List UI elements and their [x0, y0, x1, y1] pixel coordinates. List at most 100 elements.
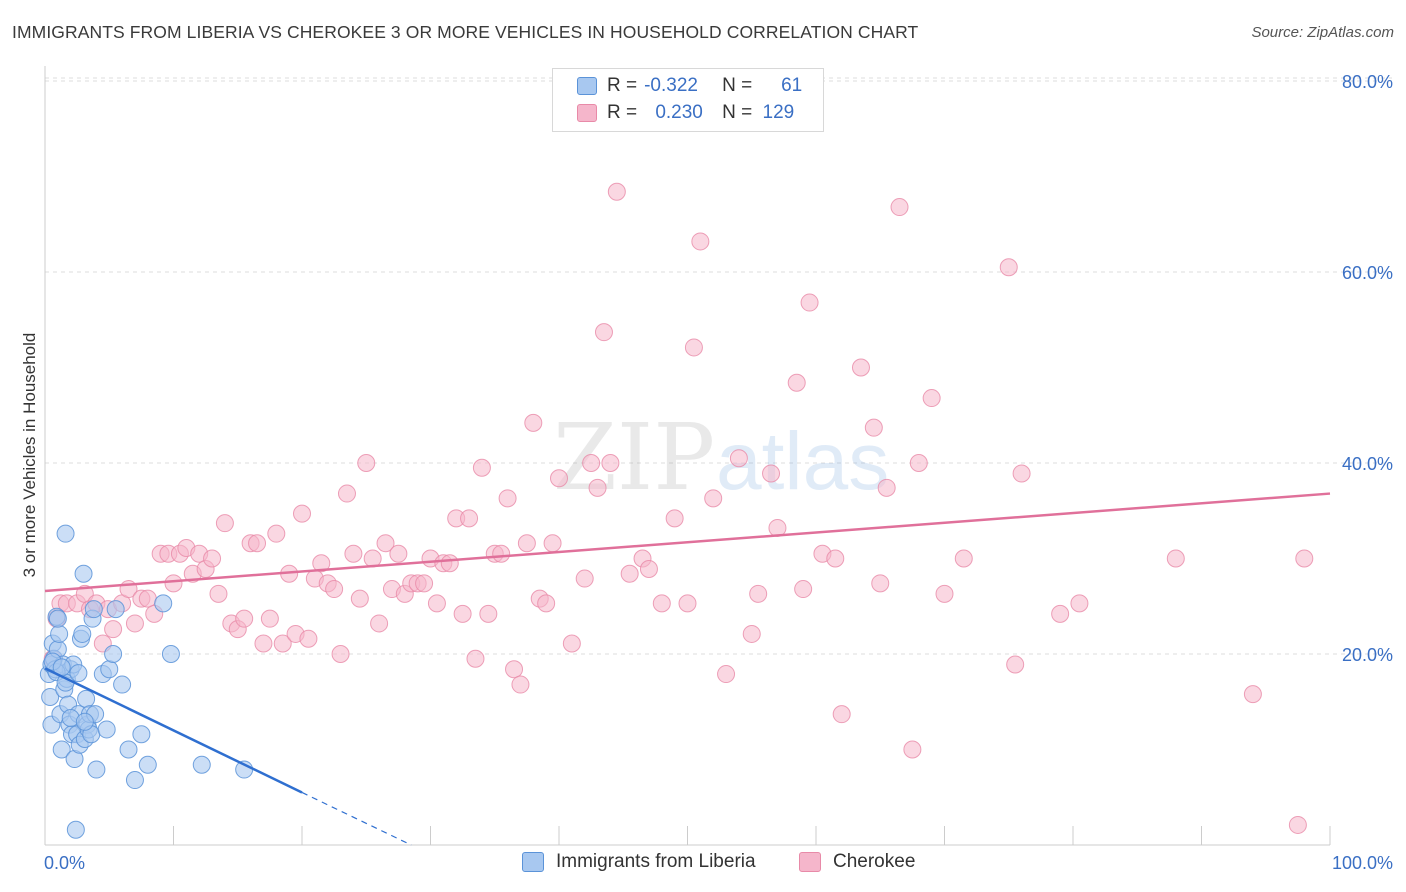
liberia-point: [154, 594, 173, 613]
cherokee-point: [704, 489, 723, 508]
cherokee-point: [594, 323, 613, 342]
cherokee-point: [472, 458, 491, 477]
liberia-point: [77, 689, 96, 708]
y-tick-label: 60.0%: [1342, 263, 1393, 283]
liberia-point: [73, 624, 92, 643]
cherokee-point: [601, 454, 620, 472]
cherokee-point: [1288, 815, 1307, 834]
liberia-point: [74, 564, 93, 583]
cherokee-point: [138, 589, 157, 608]
cherokee-point: [543, 534, 562, 553]
liberia-point: [52, 740, 71, 759]
cherokee-point: [344, 544, 363, 563]
cherokee-point: [794, 580, 813, 599]
liberia-point: [66, 820, 85, 839]
cherokee-point: [427, 594, 446, 613]
legend-r-value: -0.322: [644, 75, 698, 96]
cherokee-point: [639, 560, 658, 579]
y-axis-label: 3 or more Vehicles in Household: [20, 333, 39, 578]
cherokee-point: [684, 338, 703, 357]
cherokee-point: [1166, 549, 1185, 568]
liberia-point: [41, 687, 60, 706]
watermark-zip: ZIP: [553, 404, 715, 511]
cherokee-point: [903, 740, 922, 759]
x-tick-label-min: 0.0%: [44, 853, 85, 873]
cherokee-point: [492, 544, 511, 563]
cherokee-point: [164, 574, 183, 593]
cherokee-point: [877, 478, 896, 497]
legend-n-value: 61: [781, 75, 803, 96]
cherokee-point: [864, 418, 883, 437]
cherokee-point: [453, 604, 472, 623]
legend-swatch-cherokee: [577, 104, 597, 122]
cherokee-points: [43, 182, 1314, 834]
cherokee-point: [1006, 655, 1025, 674]
cherokee-point: [260, 609, 279, 628]
cherokee-point: [652, 594, 671, 613]
liberia-point: [69, 664, 88, 683]
cherokee-point: [826, 549, 845, 568]
cherokee-point: [620, 564, 639, 583]
cherokee-point: [209, 584, 228, 603]
cherokee-point: [562, 634, 581, 653]
cherokee-point: [851, 358, 870, 377]
liberia-point: [84, 600, 103, 619]
cherokee-point: [466, 649, 485, 668]
bottom-legend-cherokee[interactable]: Cherokee: [799, 851, 915, 873]
cherokee-point: [104, 620, 123, 639]
watermark: ZIP atlas: [553, 404, 889, 511]
liberia-point: [50, 624, 69, 643]
cherokee-point: [935, 584, 954, 603]
cherokee-point: [800, 293, 819, 312]
bottom-legend-liberia[interactable]: Immigrants from Liberia: [522, 851, 756, 873]
cherokee-point: [665, 509, 684, 528]
cherokee-point: [415, 574, 434, 593]
liberia-point: [56, 524, 75, 543]
cherokee-point: [909, 454, 928, 472]
cherokee-point: [871, 574, 890, 593]
liberia-point: [192, 755, 211, 774]
cherokee-point: [1070, 594, 1089, 613]
liberia-point: [100, 660, 119, 679]
cherokee-point: [312, 554, 331, 573]
correlation-legend: R = -0.322 N = 61 R = 0.230 N = 129: [552, 68, 824, 132]
cherokee-point: [479, 604, 498, 623]
cherokee-point: [1243, 685, 1262, 704]
cherokee-point: [1051, 604, 1070, 623]
liberia-point: [125, 771, 144, 790]
cherokee-point: [505, 660, 524, 679]
liberia-point: [48, 609, 67, 628]
y-tick-label: 20.0%: [1342, 645, 1393, 665]
cherokee-point: [524, 413, 543, 432]
cherokee-point: [125, 614, 144, 633]
source-label: Source: ZipAtlas.com: [1251, 24, 1394, 41]
cherokee-point: [440, 554, 459, 573]
legend-r-label: R =: [607, 75, 638, 96]
liberia-point: [161, 645, 180, 663]
cherokee-point: [550, 469, 568, 488]
cherokee-point: [267, 524, 286, 543]
legend-n-label: N =: [722, 75, 753, 96]
liberia-point: [75, 712, 94, 731]
cherokee-point: [749, 584, 768, 603]
tick-labels: 20.0% 40.0% 60.0% 80.0% 0.0% 100.0%: [44, 72, 1393, 873]
legend-n-value: 129: [762, 102, 795, 123]
cherokee-point: [517, 534, 536, 553]
liberia-point: [104, 645, 123, 663]
cherokee-point: [370, 614, 389, 633]
cherokee-point: [832, 705, 851, 724]
legend-row-cherokee: R = 0.230 N = 129: [577, 100, 794, 126]
cherokee-point: [742, 624, 761, 643]
cherokee-point: [607, 182, 626, 201]
cherokee-point: [787, 373, 806, 392]
cherokee-point: [1012, 464, 1031, 483]
cherokee-point: [954, 549, 973, 568]
legend-r-label: R =: [607, 102, 638, 123]
cherokee-point: [999, 258, 1018, 277]
cherokee-point: [350, 589, 369, 608]
cherokee-point: [729, 449, 748, 468]
legend-swatch-liberia: [577, 77, 597, 95]
x-tick-label-max: 100.0%: [1332, 853, 1393, 873]
cherokee-point: [922, 389, 941, 408]
